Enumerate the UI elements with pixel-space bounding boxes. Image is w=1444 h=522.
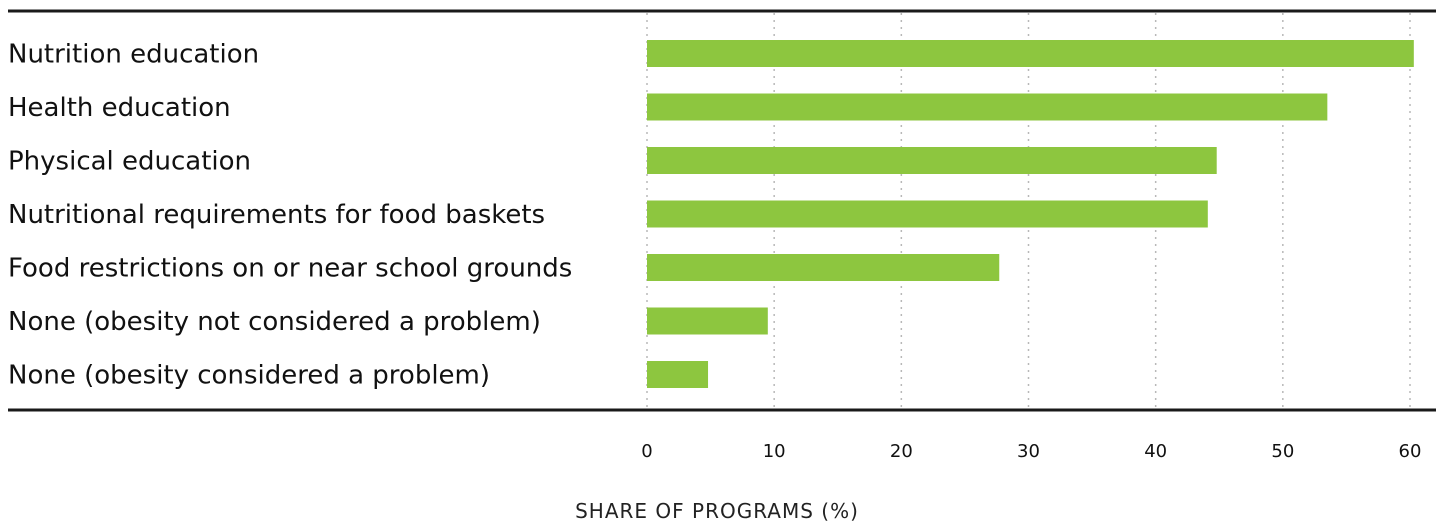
- bar: [647, 93, 1328, 121]
- bar: [647, 307, 768, 335]
- x-tick-labels: 0 10 20 30 40 50 60: [641, 441, 1421, 462]
- category-label: Nutrition education: [8, 40, 259, 70]
- x-tick-label: 30: [1017, 441, 1040, 462]
- category-labels: Nutrition education Health education Physi…: [8, 40, 572, 391]
- category-label: Food restrictions on or near school grou…: [8, 254, 572, 284]
- category-label: Nutritional requirements for food basket…: [8, 200, 545, 230]
- bar: [647, 200, 1208, 228]
- category-label: None (obesity considered a problem): [8, 361, 490, 391]
- category-label: None (obesity not considered a problem): [8, 307, 541, 337]
- bar: [647, 254, 1000, 281]
- x-tick-label: 10: [763, 441, 786, 462]
- x-axis-title: SHARE OF PROGRAMS (%): [575, 499, 859, 522]
- bar: [647, 147, 1217, 174]
- category-label: Physical education: [8, 147, 251, 177]
- x-tick-label: 60: [1399, 441, 1422, 462]
- bar: [647, 40, 1414, 67]
- x-tick-label: 0: [641, 441, 652, 462]
- x-tick-label: 50: [1271, 441, 1294, 462]
- x-tick-label: 40: [1144, 441, 1167, 462]
- bar: [647, 361, 709, 388]
- x-tick-label: 20: [890, 441, 913, 462]
- category-label: Health education: [8, 93, 231, 123]
- bars: [647, 40, 1414, 388]
